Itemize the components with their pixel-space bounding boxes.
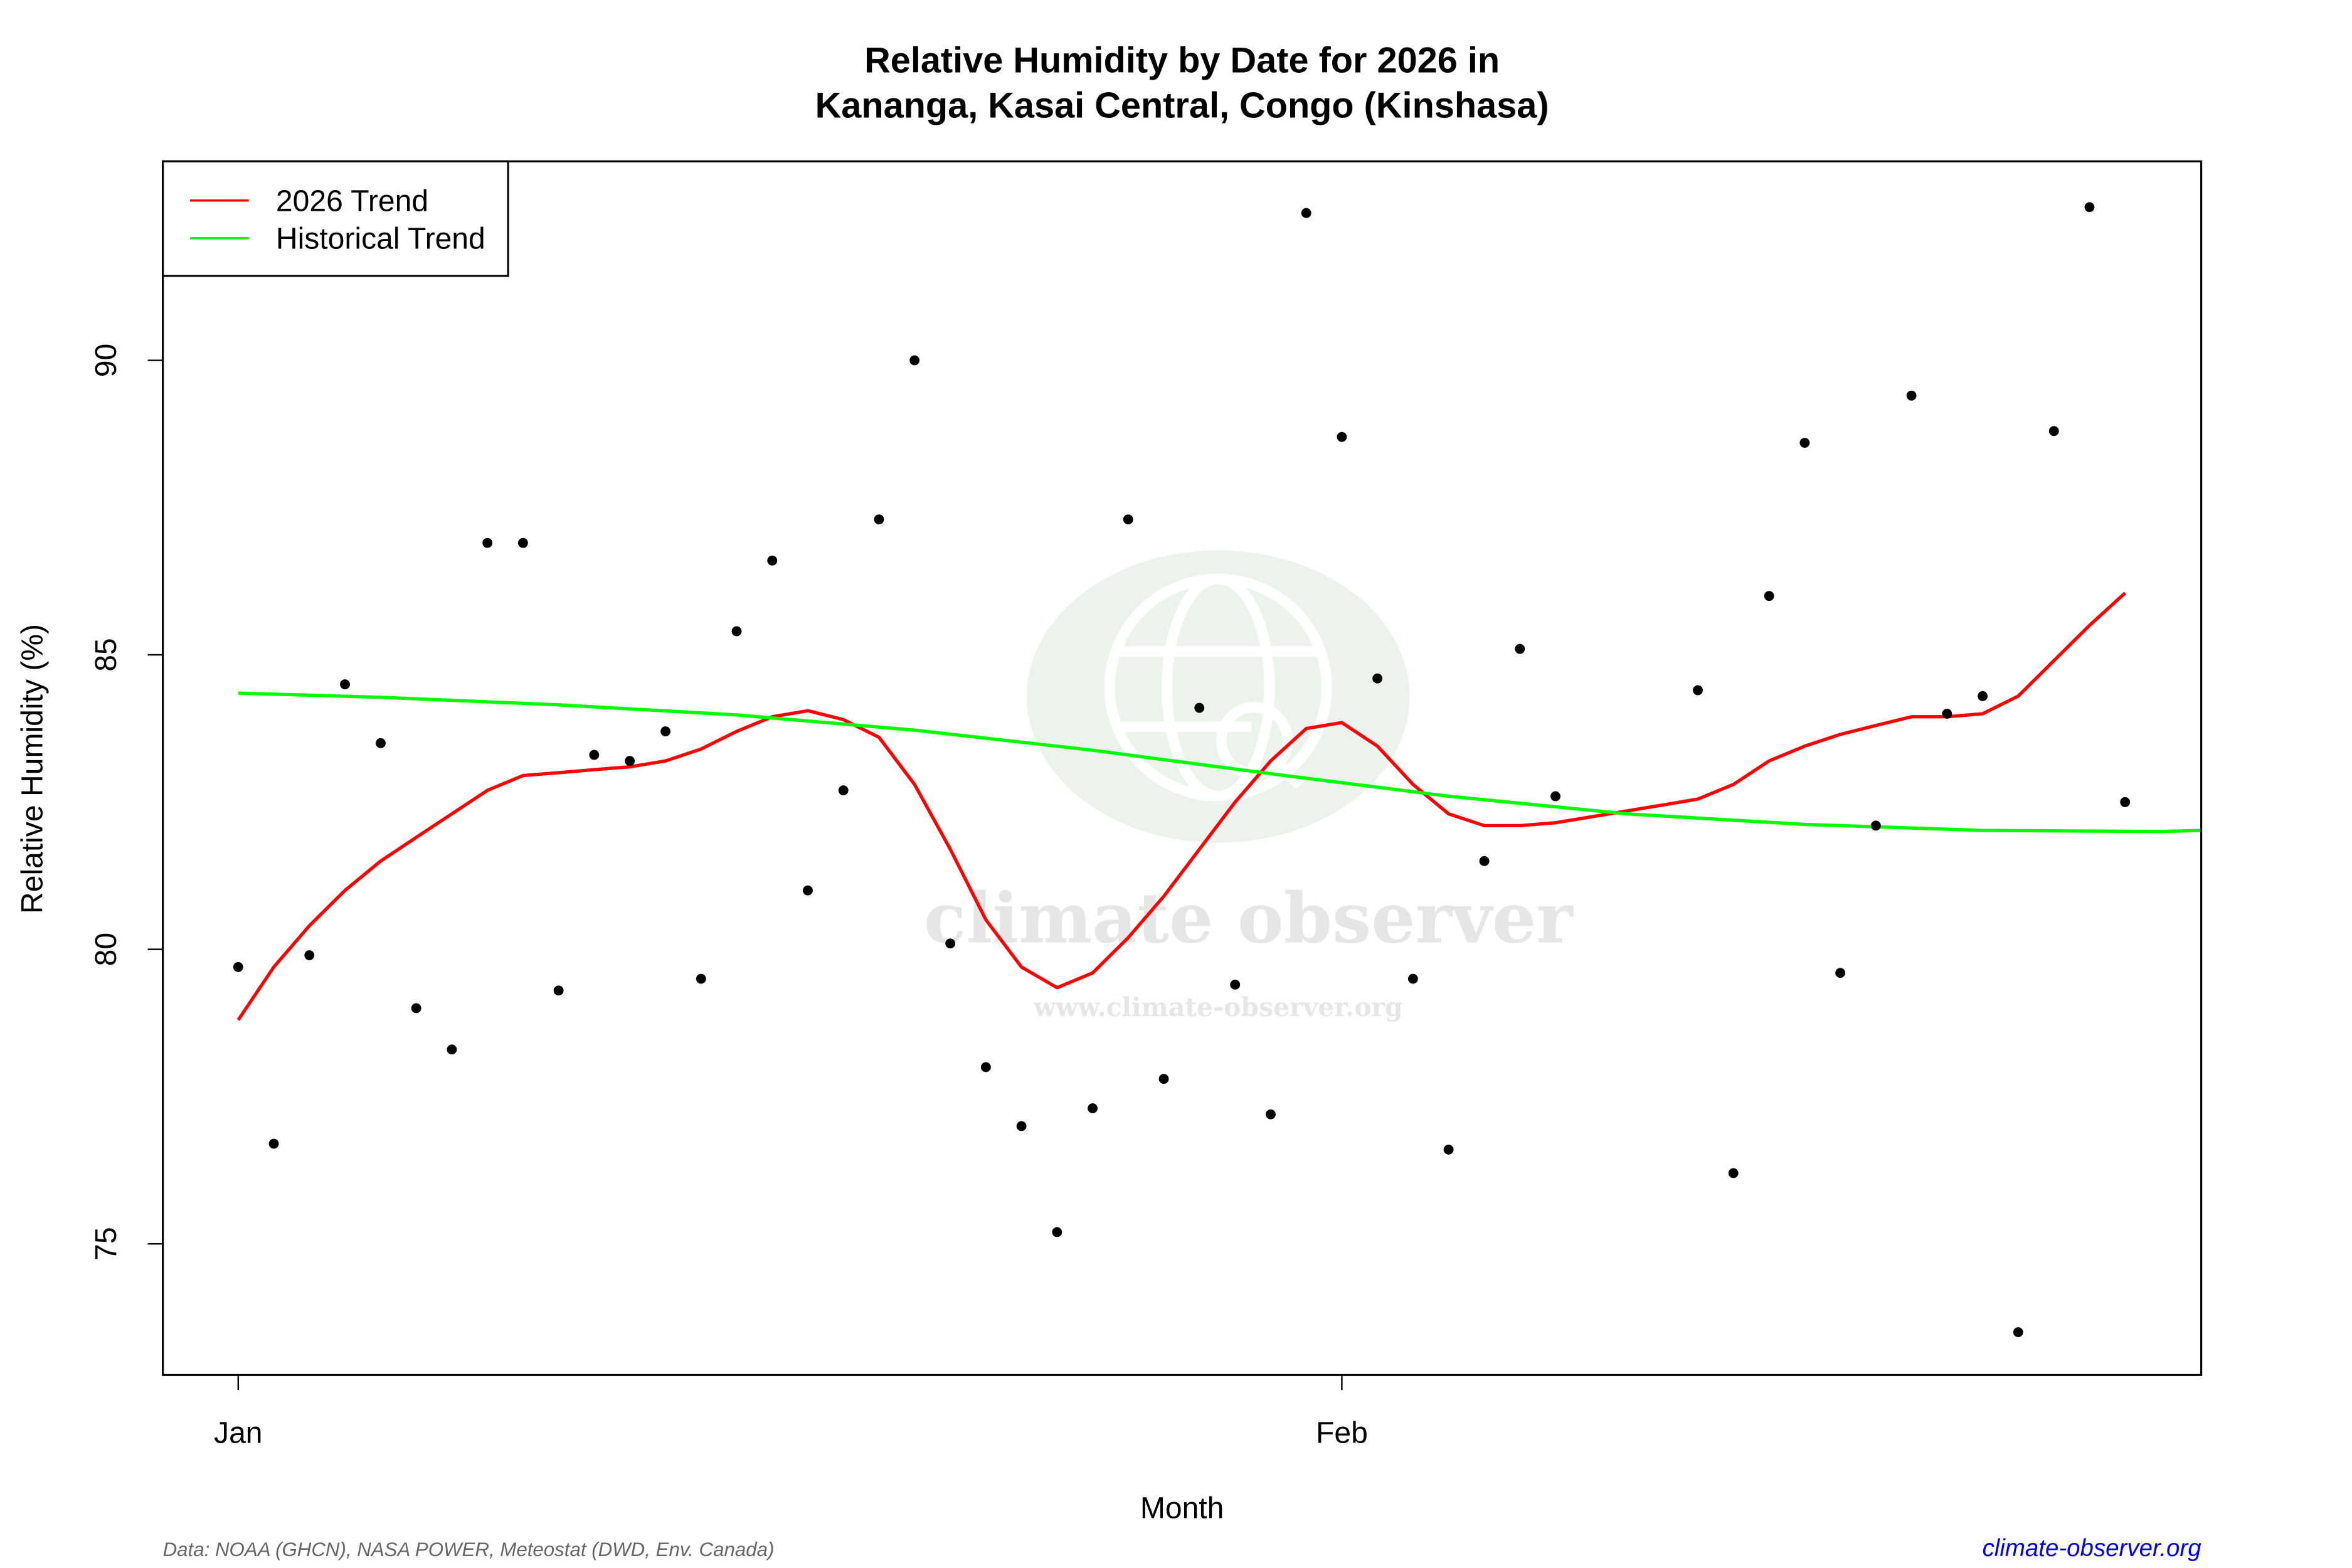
data-point	[1443, 1145, 1454, 1155]
y-tick-label: 90	[89, 344, 123, 377]
y-tick-label: 80	[89, 933, 123, 966]
site-link[interactable]: climate-observer.org	[1983, 1535, 2202, 1562]
watermark-url: www.climate-observer.org	[1033, 992, 1403, 1022]
data-point	[1123, 514, 1133, 525]
data-point	[553, 985, 564, 996]
y-axis: 75 80 85 90	[89, 344, 163, 1261]
data-point	[625, 756, 635, 766]
data-point	[1479, 856, 1490, 866]
legend: 2026 Trend Historical Trend	[162, 160, 509, 277]
data-point	[1870, 820, 1881, 831]
x-tick-label: Jan	[214, 1416, 262, 1449]
data-point	[1158, 1074, 1169, 1084]
data-source-note: Data: NOAA (GHCN), NASA POWER, Meteostat…	[163, 1539, 775, 1560]
data-point	[1693, 685, 1703, 696]
plot-frame	[162, 160, 2203, 1376]
data-point	[945, 938, 956, 949]
data-point	[1088, 1103, 1098, 1113]
chart-title: Relative Humidity by Date for 2026 in	[864, 40, 1500, 80]
plot-area	[233, 202, 2201, 1337]
data-point	[1372, 673, 1383, 684]
legend-label-2026-trend: 2026 Trend	[276, 184, 428, 218]
watermark: climate observer www.climate-observer.or…	[924, 550, 1574, 1022]
data-point	[874, 514, 884, 525]
y-tick-label: 75	[89, 1227, 123, 1260]
data-point	[1194, 702, 1205, 713]
data-point	[1515, 644, 1525, 654]
data-point	[1337, 432, 1347, 442]
y-tick-label: 85	[89, 638, 123, 671]
data-point	[1016, 1121, 1027, 1131]
data-point	[1728, 1168, 1739, 1179]
data-point	[1764, 591, 1774, 601]
data-point	[660, 726, 670, 737]
historical-trend-line	[238, 691, 2201, 834]
x-tick-label: Feb	[1316, 1416, 1368, 1449]
data-point	[517, 538, 528, 548]
x-axis-label: Month	[1140, 1491, 1224, 1525]
data-point	[2120, 797, 2131, 807]
data-point	[304, 950, 315, 961]
watermark-text: climate observer	[924, 877, 1574, 959]
data-point	[1266, 1109, 1276, 1120]
data-point	[268, 1138, 279, 1149]
chart-subtitle: Kananga, Kasai Central, Congo (Kinshasa)	[815, 86, 1549, 126]
data-point	[767, 555, 778, 566]
data-point	[589, 750, 600, 760]
data-point	[411, 1003, 421, 1014]
watermark-globe-icon	[1104, 573, 1332, 802]
data-point	[731, 626, 742, 637]
data-point	[1052, 1227, 1062, 1237]
data-point	[1550, 791, 1560, 802]
data-point	[2048, 426, 2059, 437]
2026-trend-line	[236, 591, 2127, 1021]
data-point	[1799, 438, 1810, 448]
data-point	[838, 785, 849, 796]
data-point	[376, 738, 386, 748]
legend-label-historical-trend: Historical Trend	[276, 222, 485, 256]
data-point	[2013, 1327, 2023, 1337]
data-point	[803, 885, 813, 896]
data-point	[1906, 390, 1917, 401]
data-point	[1301, 208, 1311, 218]
data-point	[1835, 968, 1846, 978]
data-point	[909, 355, 920, 366]
watermark-globe-badge-icon	[1027, 550, 1410, 843]
data-point	[1942, 709, 1952, 719]
data-point	[696, 973, 706, 984]
data-point	[340, 679, 350, 690]
data-point	[1230, 980, 1241, 990]
y-axis-label: Relative Humidity (%)	[15, 624, 49, 914]
data-point	[2084, 202, 2095, 213]
legend-box	[162, 160, 509, 277]
data-point	[1978, 691, 1988, 701]
data-point	[482, 538, 493, 548]
data-point	[1407, 973, 1418, 984]
data-point	[233, 961, 243, 972]
x-axis: Jan Feb	[214, 1375, 1368, 1449]
data-point	[447, 1044, 457, 1055]
data-point	[980, 1062, 991, 1073]
